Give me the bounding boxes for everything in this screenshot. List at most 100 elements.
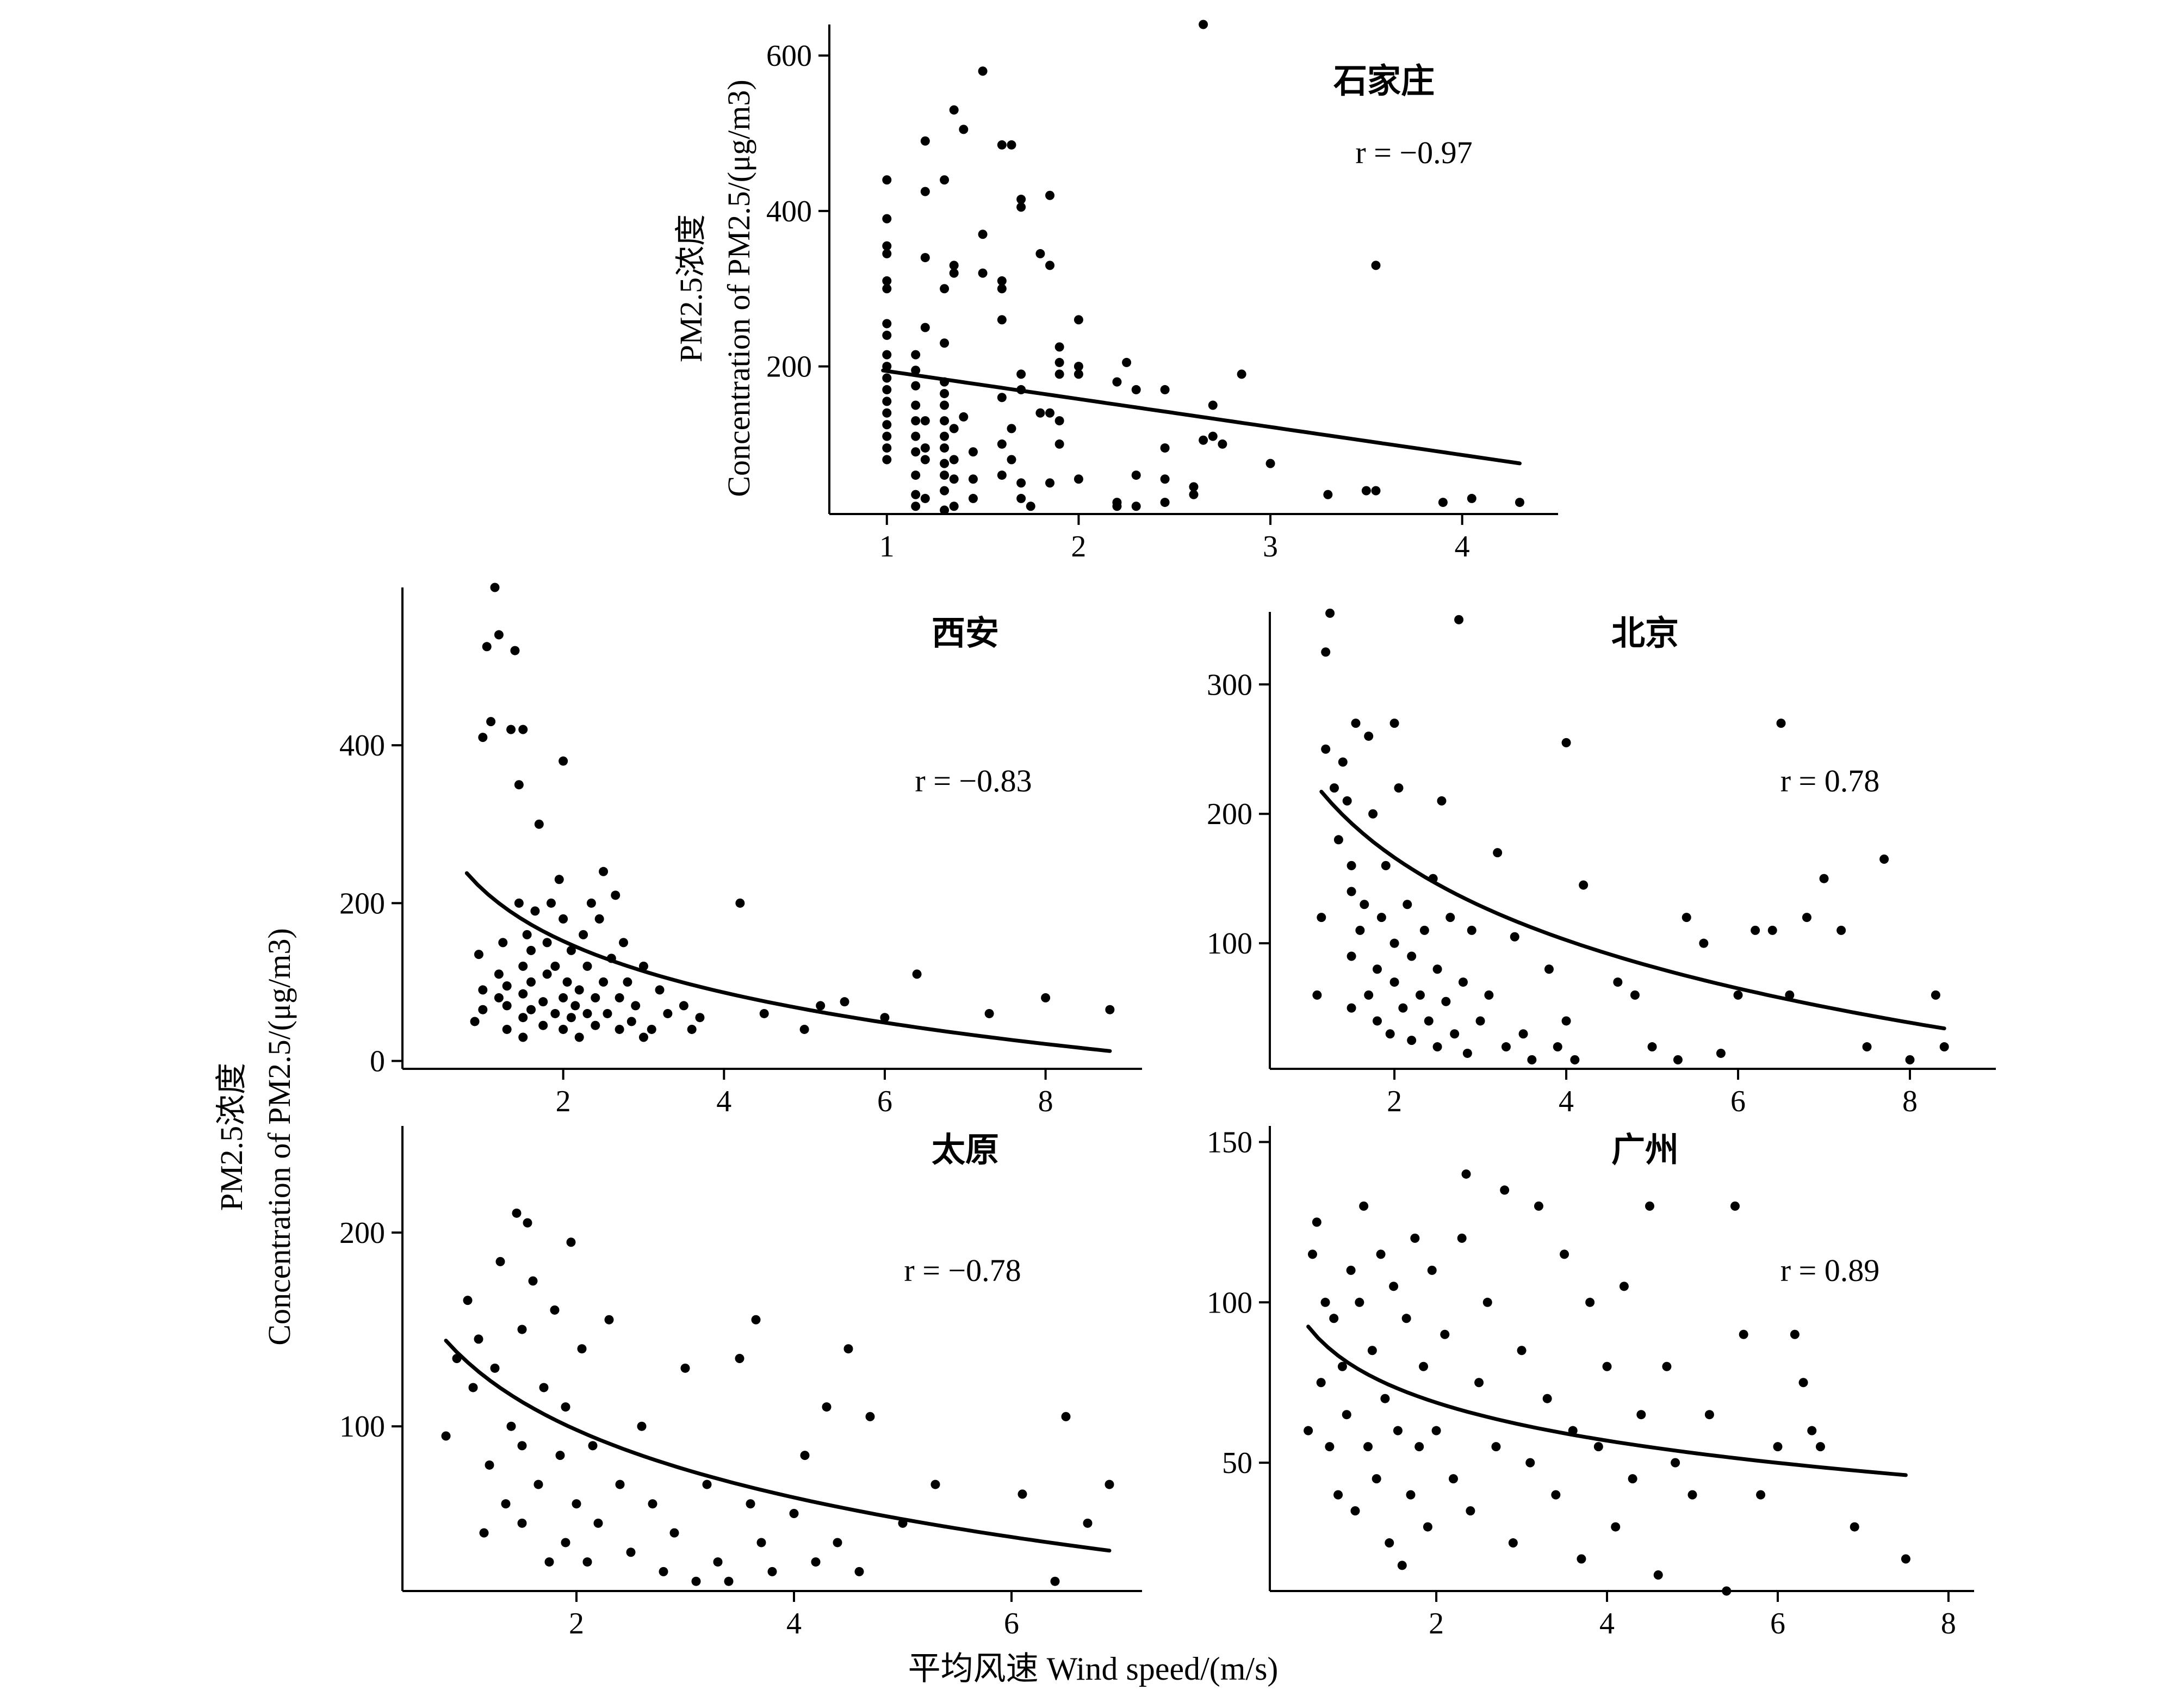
data-point <box>882 443 892 453</box>
data-point <box>1337 1361 1347 1371</box>
data-point <box>1325 608 1335 618</box>
data-point <box>997 439 1007 449</box>
data-point <box>1160 385 1170 394</box>
data-point <box>968 447 978 457</box>
data-point <box>1474 1378 1484 1388</box>
data-point <box>1462 1048 1472 1058</box>
data-point <box>949 261 959 270</box>
data-point <box>533 1480 543 1489</box>
x-tick-label: 2 <box>1071 530 1086 564</box>
data-point <box>1347 1003 1356 1013</box>
data-point <box>751 1315 761 1324</box>
data-point <box>562 977 572 987</box>
data-point <box>920 416 930 426</box>
data-point <box>1636 1410 1646 1420</box>
x-tick-label: 6 <box>1770 1607 1785 1641</box>
data-point <box>811 1557 821 1567</box>
data-point <box>1401 1314 1411 1323</box>
data-point <box>882 330 892 340</box>
data-point <box>1424 1016 1434 1026</box>
x-tick-label: 1 <box>879 530 895 564</box>
data-point <box>1131 385 1141 394</box>
data-point <box>1074 474 1083 484</box>
data-point <box>559 756 568 766</box>
data-point <box>882 408 892 418</box>
data-point <box>1045 408 1055 418</box>
data-point <box>911 502 921 511</box>
data-point <box>566 1237 576 1247</box>
data-point <box>582 961 592 971</box>
data-point <box>1790 1329 1800 1339</box>
data-point <box>1394 783 1404 793</box>
fit-curve <box>1306 1324 1908 1477</box>
data-point <box>1551 1490 1561 1500</box>
data-point <box>882 175 892 185</box>
data-point <box>1045 190 1055 200</box>
data-point <box>555 1451 565 1460</box>
data-point <box>572 1499 581 1509</box>
data-point <box>1208 400 1218 410</box>
data-point <box>1347 887 1356 896</box>
x-tick-label: 3 <box>1263 530 1278 564</box>
data-point <box>1585 1297 1595 1307</box>
x-tick-label: 4 <box>1455 530 1470 564</box>
data-point <box>1517 1346 1527 1355</box>
data-point <box>746 1499 755 1509</box>
data-point <box>482 642 492 652</box>
data-point <box>669 1528 679 1538</box>
data-point <box>1218 439 1227 449</box>
data-point <box>518 725 528 734</box>
data-point <box>538 997 548 1007</box>
y-tick-label: 200 <box>339 887 385 920</box>
data-point <box>1363 1442 1373 1452</box>
data-point <box>603 1008 612 1018</box>
data-point <box>949 424 959 434</box>
data-point <box>949 474 959 484</box>
data-point <box>882 373 892 383</box>
data-point <box>1372 1474 1381 1484</box>
data-point <box>940 505 950 515</box>
data-point <box>997 140 1007 150</box>
data-point <box>538 1020 548 1030</box>
data-point <box>1438 498 1448 507</box>
data-point <box>479 1528 489 1538</box>
data-point <box>1007 455 1016 465</box>
data-point <box>512 1208 522 1218</box>
data-point <box>1544 964 1554 974</box>
data-point <box>647 1024 656 1034</box>
data-point <box>997 315 1007 325</box>
data-point <box>1802 913 1811 923</box>
data-point <box>1007 140 1016 150</box>
data-point <box>882 284 892 294</box>
x-tick-label: 8 <box>1941 1607 1956 1641</box>
data-point <box>1905 1055 1915 1064</box>
shared-y-axis-label-line1: PM2.5浓度 <box>214 1063 249 1211</box>
data-point <box>1368 809 1378 819</box>
data-point <box>559 1024 568 1034</box>
panel-guangzhou: 2 4 6 8 50 100 150 广州 r = 0.89 <box>1207 1125 1974 1641</box>
data-point <box>1653 1570 1663 1580</box>
x-tick-label: 4 <box>1559 1085 1574 1118</box>
data-point <box>1026 502 1035 511</box>
data-point <box>510 646 520 655</box>
data-point <box>1406 1490 1416 1500</box>
data-point <box>526 945 536 955</box>
data-point <box>577 1344 587 1354</box>
data-point <box>1321 744 1331 754</box>
data-point <box>1364 731 1374 741</box>
data-point <box>486 717 496 727</box>
data-point <box>940 338 950 348</box>
data-point <box>637 1421 647 1431</box>
data-point <box>542 969 552 979</box>
data-point <box>1836 925 1846 935</box>
data-point <box>550 1008 560 1018</box>
data-point <box>1381 861 1391 870</box>
data-point <box>799 1024 809 1034</box>
data-point <box>1414 1442 1424 1452</box>
data-point <box>978 268 988 278</box>
data-point <box>1398 1003 1408 1013</box>
data-point <box>724 1576 734 1586</box>
data-point <box>959 412 969 422</box>
data-point <box>1939 1042 1949 1052</box>
data-point <box>1361 486 1371 496</box>
